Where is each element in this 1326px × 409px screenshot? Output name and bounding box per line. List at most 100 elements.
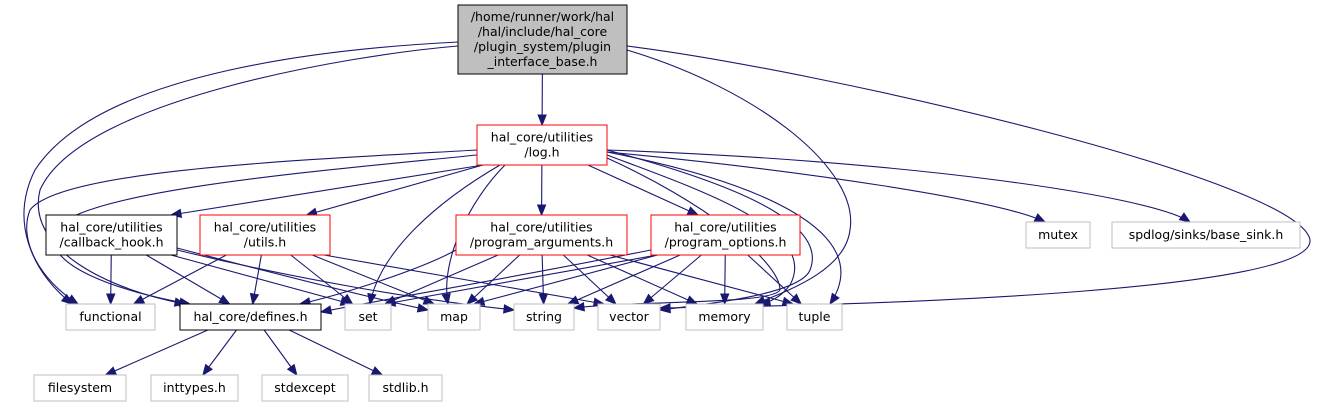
node-tuple-box	[786, 303, 843, 331]
node-stdexcept-box	[261, 374, 349, 402]
edge-log-to-progopts	[587, 164, 699, 216]
edge-progopts-to-defines-arrowhead	[319, 305, 333, 315]
edge-defines-to-stdlib	[289, 329, 383, 376]
edge-log-to-map-arrowhead	[441, 292, 451, 306]
node-string-label-line: string	[526, 309, 562, 324]
edge-log-to-vector-arrowhead	[658, 303, 672, 314]
edge-utils-to-map	[312, 254, 435, 305]
node-filesystem[interactable]: filesystem	[33, 374, 127, 402]
edge-log-to-string-arrowhead	[572, 302, 585, 312]
edge-log-to-mutex	[606, 151, 1046, 223]
edge-log-to-progopts-arrowhead	[686, 206, 700, 216]
node-log-label-line: hal_core/utilities	[491, 130, 593, 145]
node-stdexcept[interactable]: stdexcept	[261, 374, 349, 402]
node-stdlib[interactable]: stdlib.h	[368, 374, 443, 402]
node-utils-label-line: /utils.h	[244, 235, 286, 250]
edge-log-to-callback	[170, 164, 484, 216]
node-stdlib-box	[368, 374, 443, 402]
node-inttypes-box	[150, 374, 239, 402]
node-defines[interactable]: hal_core/defines.h	[179, 303, 322, 331]
node-set-label-line: set	[358, 309, 377, 324]
edge-utils-to-defines-arrowhead	[249, 292, 260, 306]
node-utils-box	[199, 214, 331, 256]
node-inttypes[interactable]: inttypes.h	[150, 374, 239, 402]
edge-log-to-basesink	[606, 149, 1191, 223]
node-callback-label-line: /callback_hook.h	[60, 235, 164, 250]
edge-utils-to-set-arrowhead	[341, 293, 354, 305]
node-log-box	[476, 124, 608, 166]
edge-utils-to-functional-arrowhead	[132, 294, 146, 305]
edge-root-to-vector	[626, 45, 1311, 309]
node-map[interactable]: map	[427, 303, 481, 331]
edge-log-to-utils	[306, 164, 484, 216]
edge-root-to-memory	[626, 49, 852, 305]
node-set-box	[344, 303, 392, 331]
node-utils[interactable]: hal_core/utilities/utils.h	[199, 214, 331, 256]
edge-root-to-log-arrowhead	[537, 114, 547, 127]
node-progopts[interactable]: hal_core/utilities/program_options.h	[650, 214, 801, 256]
node-callback-box	[45, 214, 178, 256]
node-memory[interactable]: memory	[685, 303, 764, 331]
edge-log-to-vector	[606, 149, 813, 311]
node-progargs-label-line: hal_core/utilities	[490, 220, 592, 235]
node-log-label-line: /log.h	[524, 145, 559, 160]
node-mutex-label-line: mutex	[1038, 227, 1078, 242]
edge-log-to-tuple	[606, 151, 842, 305]
nodes-layer: /home/runner/work/hal/hal/include/hal_co…	[33, 4, 1301, 402]
edge-root-to-defines	[37, 45, 459, 305]
edge-progopts-to-set	[384, 254, 658, 305]
edge-defines-to-stdexcept-arrowhead	[286, 363, 298, 377]
node-root-label-line: /plugin_system/plugin	[474, 39, 611, 54]
node-root[interactable]: /home/runner/work/hal/hal/include/hal_co…	[457, 4, 628, 75]
edge-progargs-to-tuple	[609, 254, 794, 305]
node-map-box	[427, 303, 481, 331]
node-string-box	[513, 303, 575, 331]
node-filesystem-box	[33, 374, 127, 402]
edge-progopts-to-string	[567, 254, 681, 305]
node-mutex[interactable]: mutex	[1025, 221, 1091, 249]
edge-progargs-to-vector-arrowhead	[604, 293, 617, 305]
node-progopts-box	[650, 214, 801, 256]
node-callback[interactable]: hal_core/utilities/callback_hook.h	[45, 214, 178, 256]
node-stdlib-label-line: stdlib.h	[382, 380, 428, 395]
node-root-label-line: /hal/include/hal_core	[478, 24, 608, 39]
edge-callback-to-set	[170, 254, 352, 305]
node-mutex-box	[1025, 221, 1091, 249]
node-string[interactable]: string	[513, 303, 575, 331]
edge-defines-to-filesystem	[105, 329, 209, 376]
node-tuple-label-line: tuple	[799, 309, 831, 324]
edge-progopts-to-tuple-arrowhead	[790, 293, 803, 305]
node-stdexcept-label-line: stdexcept	[274, 380, 335, 395]
node-tuple[interactable]: tuple	[786, 303, 843, 331]
edge-utils-to-functional	[133, 254, 227, 305]
node-root-label-line: _interface_base.h	[487, 54, 598, 69]
edge-utils-to-set	[290, 254, 353, 305]
edge-progopts-to-vector	[643, 254, 702, 305]
edge-log-to-basesink-arrowhead	[1178, 212, 1192, 223]
node-vector[interactable]: vector	[597, 303, 661, 331]
edge-callback-to-map-arrowhead	[416, 303, 430, 313]
node-progargs[interactable]: hal_core/utilities/program_arguments.h	[455, 214, 628, 256]
node-functional-label-line: functional	[79, 309, 141, 324]
edge-progargs-to-defines	[299, 249, 457, 305]
node-basesink[interactable]: spdlog/sinks/base_sink.h	[1111, 221, 1301, 249]
edge-defines-to-filesystem-arrowhead	[104, 366, 118, 376]
node-progopts-label-line: hal_core/utilities	[674, 220, 776, 235]
node-filesystem-label-line: filesystem	[48, 380, 112, 395]
node-basesink-label-line: spdlog/sinks/base_sink.h	[1129, 227, 1284, 242]
edge-progargs-to-map-arrowhead	[466, 293, 479, 305]
node-defines-box	[179, 303, 322, 331]
node-functional[interactable]: functional	[65, 303, 156, 331]
node-callback-label-line: hal_core/utilities	[60, 220, 162, 235]
node-map-label-line: map	[440, 309, 468, 324]
node-log[interactable]: hal_core/utilities/log.h	[476, 124, 608, 166]
edge-defines-to-inttypes-arrowhead	[202, 363, 213, 377]
edge-progargs-to-string-arrowhead	[538, 293, 549, 306]
node-set[interactable]: set	[344, 303, 392, 331]
edge-utils-to-vector	[323, 254, 605, 305]
edge-callback-to-string-arrowhead	[503, 304, 516, 314]
edge-callback-to-defines-arrowhead	[218, 294, 231, 305]
edge-log-to-functional	[26, 149, 478, 305]
edge-progopts-to-tuple	[747, 254, 802, 305]
